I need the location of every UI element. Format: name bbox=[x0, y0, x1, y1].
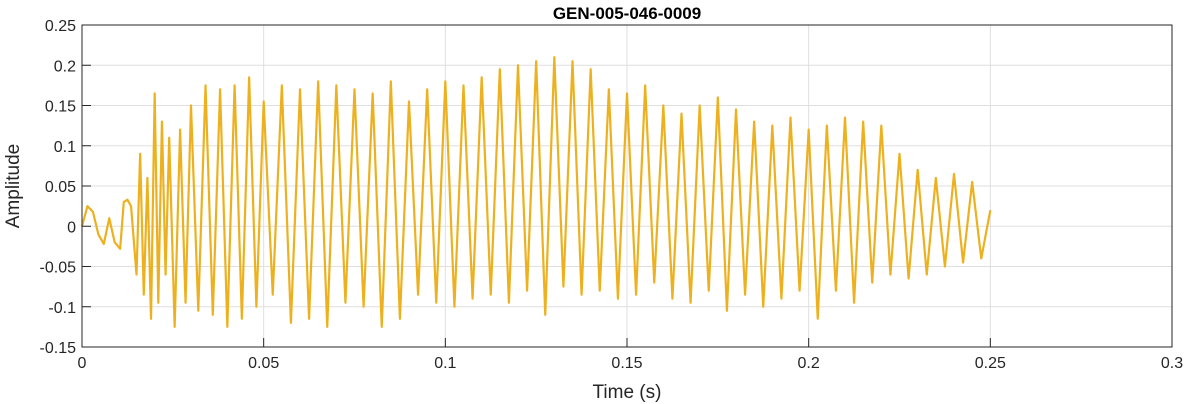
y-tick-label: -0.05 bbox=[40, 260, 77, 277]
y-tick-label: 0 bbox=[67, 219, 76, 236]
x-tick-label: 0.15 bbox=[611, 355, 642, 372]
x-axis-title: Time (s) bbox=[593, 382, 662, 403]
y-axis: -0.15 -0.1 -0.05 0 0.05 0.1 0.15 0.2 0.25 bbox=[40, 18, 91, 357]
y-tick-label: 0.2 bbox=[54, 58, 76, 75]
series-line-1 bbox=[80, 56, 992, 328]
y-tick-label: 0.05 bbox=[45, 179, 76, 196]
y-tick-label: 0.25 bbox=[45, 18, 76, 35]
x-tick-label: 0.05 bbox=[248, 355, 279, 372]
x-tick-label: 0.2 bbox=[798, 355, 820, 372]
y-tick-label: -0.1 bbox=[48, 300, 76, 317]
y-tick-label: 0.1 bbox=[54, 139, 76, 156]
x-axis: 0 0.05 0.1 0.15 0.2 0.25 0.3 bbox=[78, 338, 1183, 372]
x-tick-label: 0.25 bbox=[975, 355, 1006, 372]
y-tick-label: -0.15 bbox=[40, 340, 77, 357]
chart-title: GEN-005-046-0009 bbox=[553, 4, 701, 23]
y-tick-label: 0.15 bbox=[45, 99, 76, 116]
y-axis-title: Amplitude bbox=[3, 144, 24, 229]
x-tick-label: 0.1 bbox=[434, 355, 456, 372]
series-layer bbox=[80, 56, 992, 328]
x-tick-label: 0 bbox=[78, 355, 87, 372]
x-tick-label: 0.3 bbox=[1161, 355, 1183, 372]
